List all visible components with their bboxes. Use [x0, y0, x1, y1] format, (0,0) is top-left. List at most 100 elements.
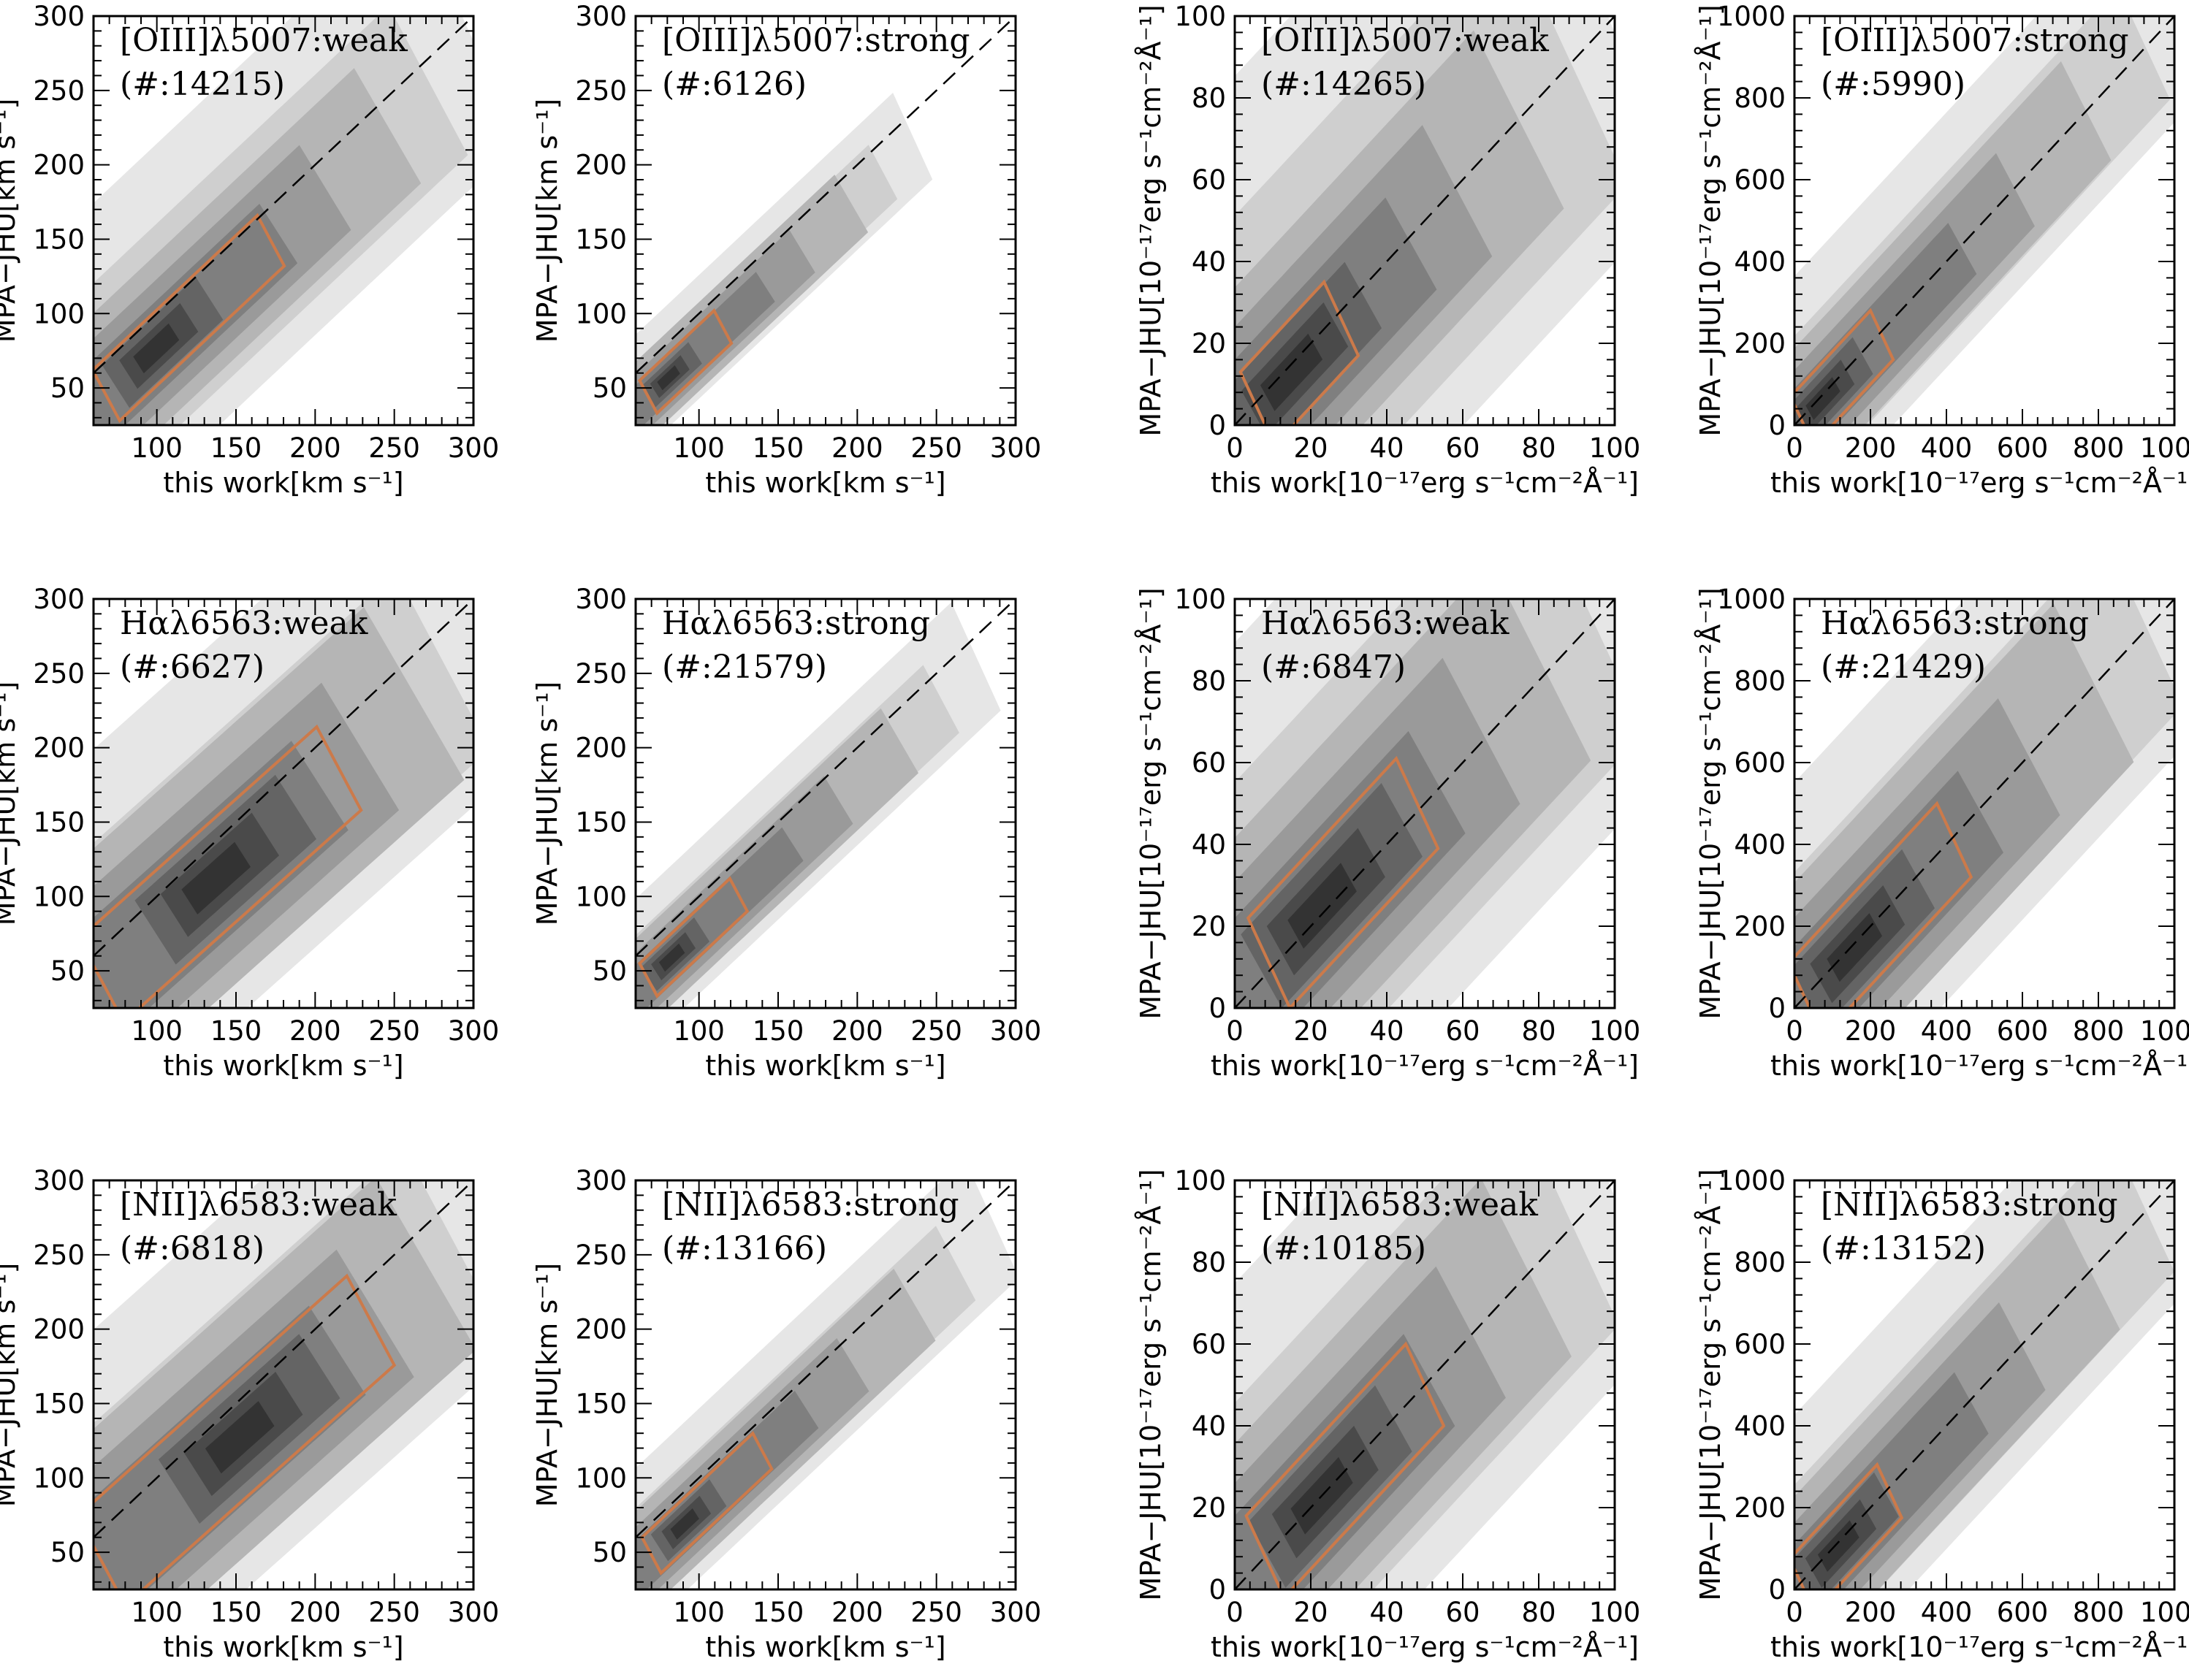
outline-contour: [94, 724, 363, 1008]
x-tick-label: 1000: [2140, 1015, 2189, 1047]
x-axis-label: this work[10⁻¹⁷erg s⁻¹cm⁻²Å⁻¹]: [1770, 1050, 2189, 1082]
y-tick-label: 20: [1192, 911, 1226, 942]
plot-area: [94, 1180, 473, 1589]
x-tick-label: 250: [368, 1015, 420, 1047]
one-to-one-line: [94, 599, 473, 957]
x-tick-label: 150: [210, 432, 262, 464]
x-tick-label: 100: [1589, 1597, 1641, 1628]
x-tick-label: 800: [2073, 432, 2125, 464]
y-tick-label: 100: [575, 298, 627, 329]
axes-frame: [1793, 15, 2176, 427]
y-tick-label: 250: [575, 1240, 627, 1271]
x-tick-label: 0: [1786, 1597, 1803, 1628]
panel-4: 100 150 200 250 300 50 100 150 200 250 300 this wor…: [0, 584, 499, 1082]
x-tick-label: 20: [1293, 432, 1328, 464]
y-tick-label: 200: [33, 1314, 85, 1345]
y-tick-label: 200: [1734, 911, 1786, 942]
panel-5: 100 150 200 250 300 50 100 150 200 250 300 this wor…: [531, 584, 1041, 1082]
panel-annotation: Hαλ6563:strong: [662, 605, 930, 642]
y-tick-label: 100: [33, 298, 85, 329]
y-tick-label: 40: [1192, 1410, 1226, 1442]
panel-count: (#:14215): [120, 66, 285, 103]
y-tick-label: 0: [1768, 410, 1786, 441]
x-tick-label: 20: [1293, 1015, 1328, 1047]
panel-annotation: Hαλ6563:strong: [1821, 605, 2089, 642]
outline-contour: [1238, 279, 1360, 425]
y-tick-label: 150: [33, 806, 85, 838]
y-tick-label: 250: [33, 658, 85, 690]
panel-11: 0200400600800100002004006008001000this w…: [1694, 1165, 2189, 1663]
y-tick-label: 100: [1174, 1165, 1226, 1196]
one-to-one-line: [636, 599, 1016, 957]
panel-count: (#:13152): [1821, 1230, 1986, 1267]
outline-contour: [1794, 308, 1895, 425]
x-tick-label: 150: [753, 432, 804, 464]
outline-contour: [1246, 755, 1440, 1008]
plot-area: [1235, 1180, 1615, 1589]
density-contour: [205, 1401, 275, 1474]
y-tick-label: 200: [575, 733, 627, 764]
plot-area: [636, 16, 1016, 425]
x-tick-label: 150: [753, 1015, 804, 1047]
y-tick-label: 50: [50, 373, 85, 404]
x-tick-label: 100: [131, 1597, 183, 1628]
density-contour: [181, 841, 251, 915]
y-tick-label: 50: [50, 1537, 85, 1568]
axes-frame: [1793, 1179, 2176, 1591]
y-tick-label: 0: [1768, 993, 1786, 1024]
y-tick-label: 80: [1192, 665, 1226, 697]
x-tick-label: 250: [910, 1015, 962, 1047]
x-tick-label: 0: [1226, 432, 1244, 464]
y-axis-label: MPA−JHU[10⁻¹⁷erg s⁻¹cm⁻²Å⁻¹]: [1135, 1169, 1167, 1600]
panel-annotation: [OIII]λ5007:weak: [1261, 22, 1549, 59]
y-tick-label: 50: [593, 955, 627, 987]
y-tick-label: 600: [1734, 164, 1786, 196]
y-axis-label: MPA−JHU[km s⁻¹]: [531, 99, 563, 343]
x-tick-label: 250: [368, 432, 420, 464]
y-tick-label: 40: [1192, 829, 1226, 860]
x-tick-label: 300: [448, 432, 500, 464]
one-to-one-line: [1794, 16, 2174, 425]
y-tick-label: 600: [1734, 1329, 1786, 1360]
density-contour: [1287, 863, 1357, 949]
x-tick-label: 60: [1445, 432, 1480, 464]
x-tick-label: 100: [1589, 1015, 1641, 1047]
y-tick-label: 250: [575, 658, 627, 690]
one-to-one-line: [1235, 1180, 1615, 1589]
y-tick-label: 600: [1734, 747, 1786, 779]
outline-contour: [94, 213, 286, 424]
x-tick-label: 200: [289, 1015, 341, 1047]
panel-annotation: [NII]λ6583:strong: [662, 1186, 959, 1223]
x-tick-label: 200: [831, 1015, 883, 1047]
panel-count: (#:6847): [1261, 649, 1406, 686]
one-to-one-line: [1235, 16, 1615, 425]
x-axis-label: this work[km s⁻¹]: [705, 1631, 945, 1663]
y-tick-label: 100: [1174, 584, 1226, 615]
y-tick-label: 200: [1734, 328, 1786, 359]
one-to-one-line: [636, 16, 1016, 374]
y-tick-label: 150: [575, 806, 627, 838]
y-axis-label: MPA−JHU[10⁻¹⁷erg s⁻¹cm⁻²Å⁻¹]: [1694, 587, 1727, 1019]
y-tick-label: 100: [1174, 1, 1226, 32]
plot-area: [636, 1180, 1016, 1589]
panel-9: 100 150 200 250 300 50 100 150 200 250 300 this wor…: [531, 1165, 1041, 1663]
panel-annotation: [NII]λ6583:weak: [120, 1186, 397, 1223]
x-tick-label: 80: [1521, 1597, 1556, 1628]
x-tick-label: 300: [448, 1597, 500, 1628]
x-tick-label: 250: [368, 1597, 420, 1628]
x-axis-label: this work[10⁻¹⁷erg s⁻¹cm⁻²Å⁻¹]: [1770, 1631, 2189, 1663]
panel-annotation: [OIII]λ5007:strong: [662, 22, 970, 59]
x-tick-label: 100: [673, 1597, 725, 1628]
panel-8: 100 150 200 250 300 50 100 150 200 250 300 this wor…: [0, 1165, 500, 1663]
x-axis-label: this work[km s⁻¹]: [163, 467, 403, 499]
x-tick-label: 0: [1226, 1015, 1244, 1047]
axes-frame: [1233, 15, 1616, 427]
x-tick-label: 600: [1997, 1015, 2049, 1047]
density-contour: [657, 365, 680, 391]
plot-area: [636, 599, 1016, 1008]
y-axis-label: MPA−JHU[km s⁻¹]: [0, 681, 21, 926]
panel-annotation: [OIII]λ5007:strong: [1821, 22, 2129, 59]
panel-annotation: Hαλ6563:weak: [1261, 605, 1510, 642]
y-tick-label: 100: [33, 881, 85, 912]
